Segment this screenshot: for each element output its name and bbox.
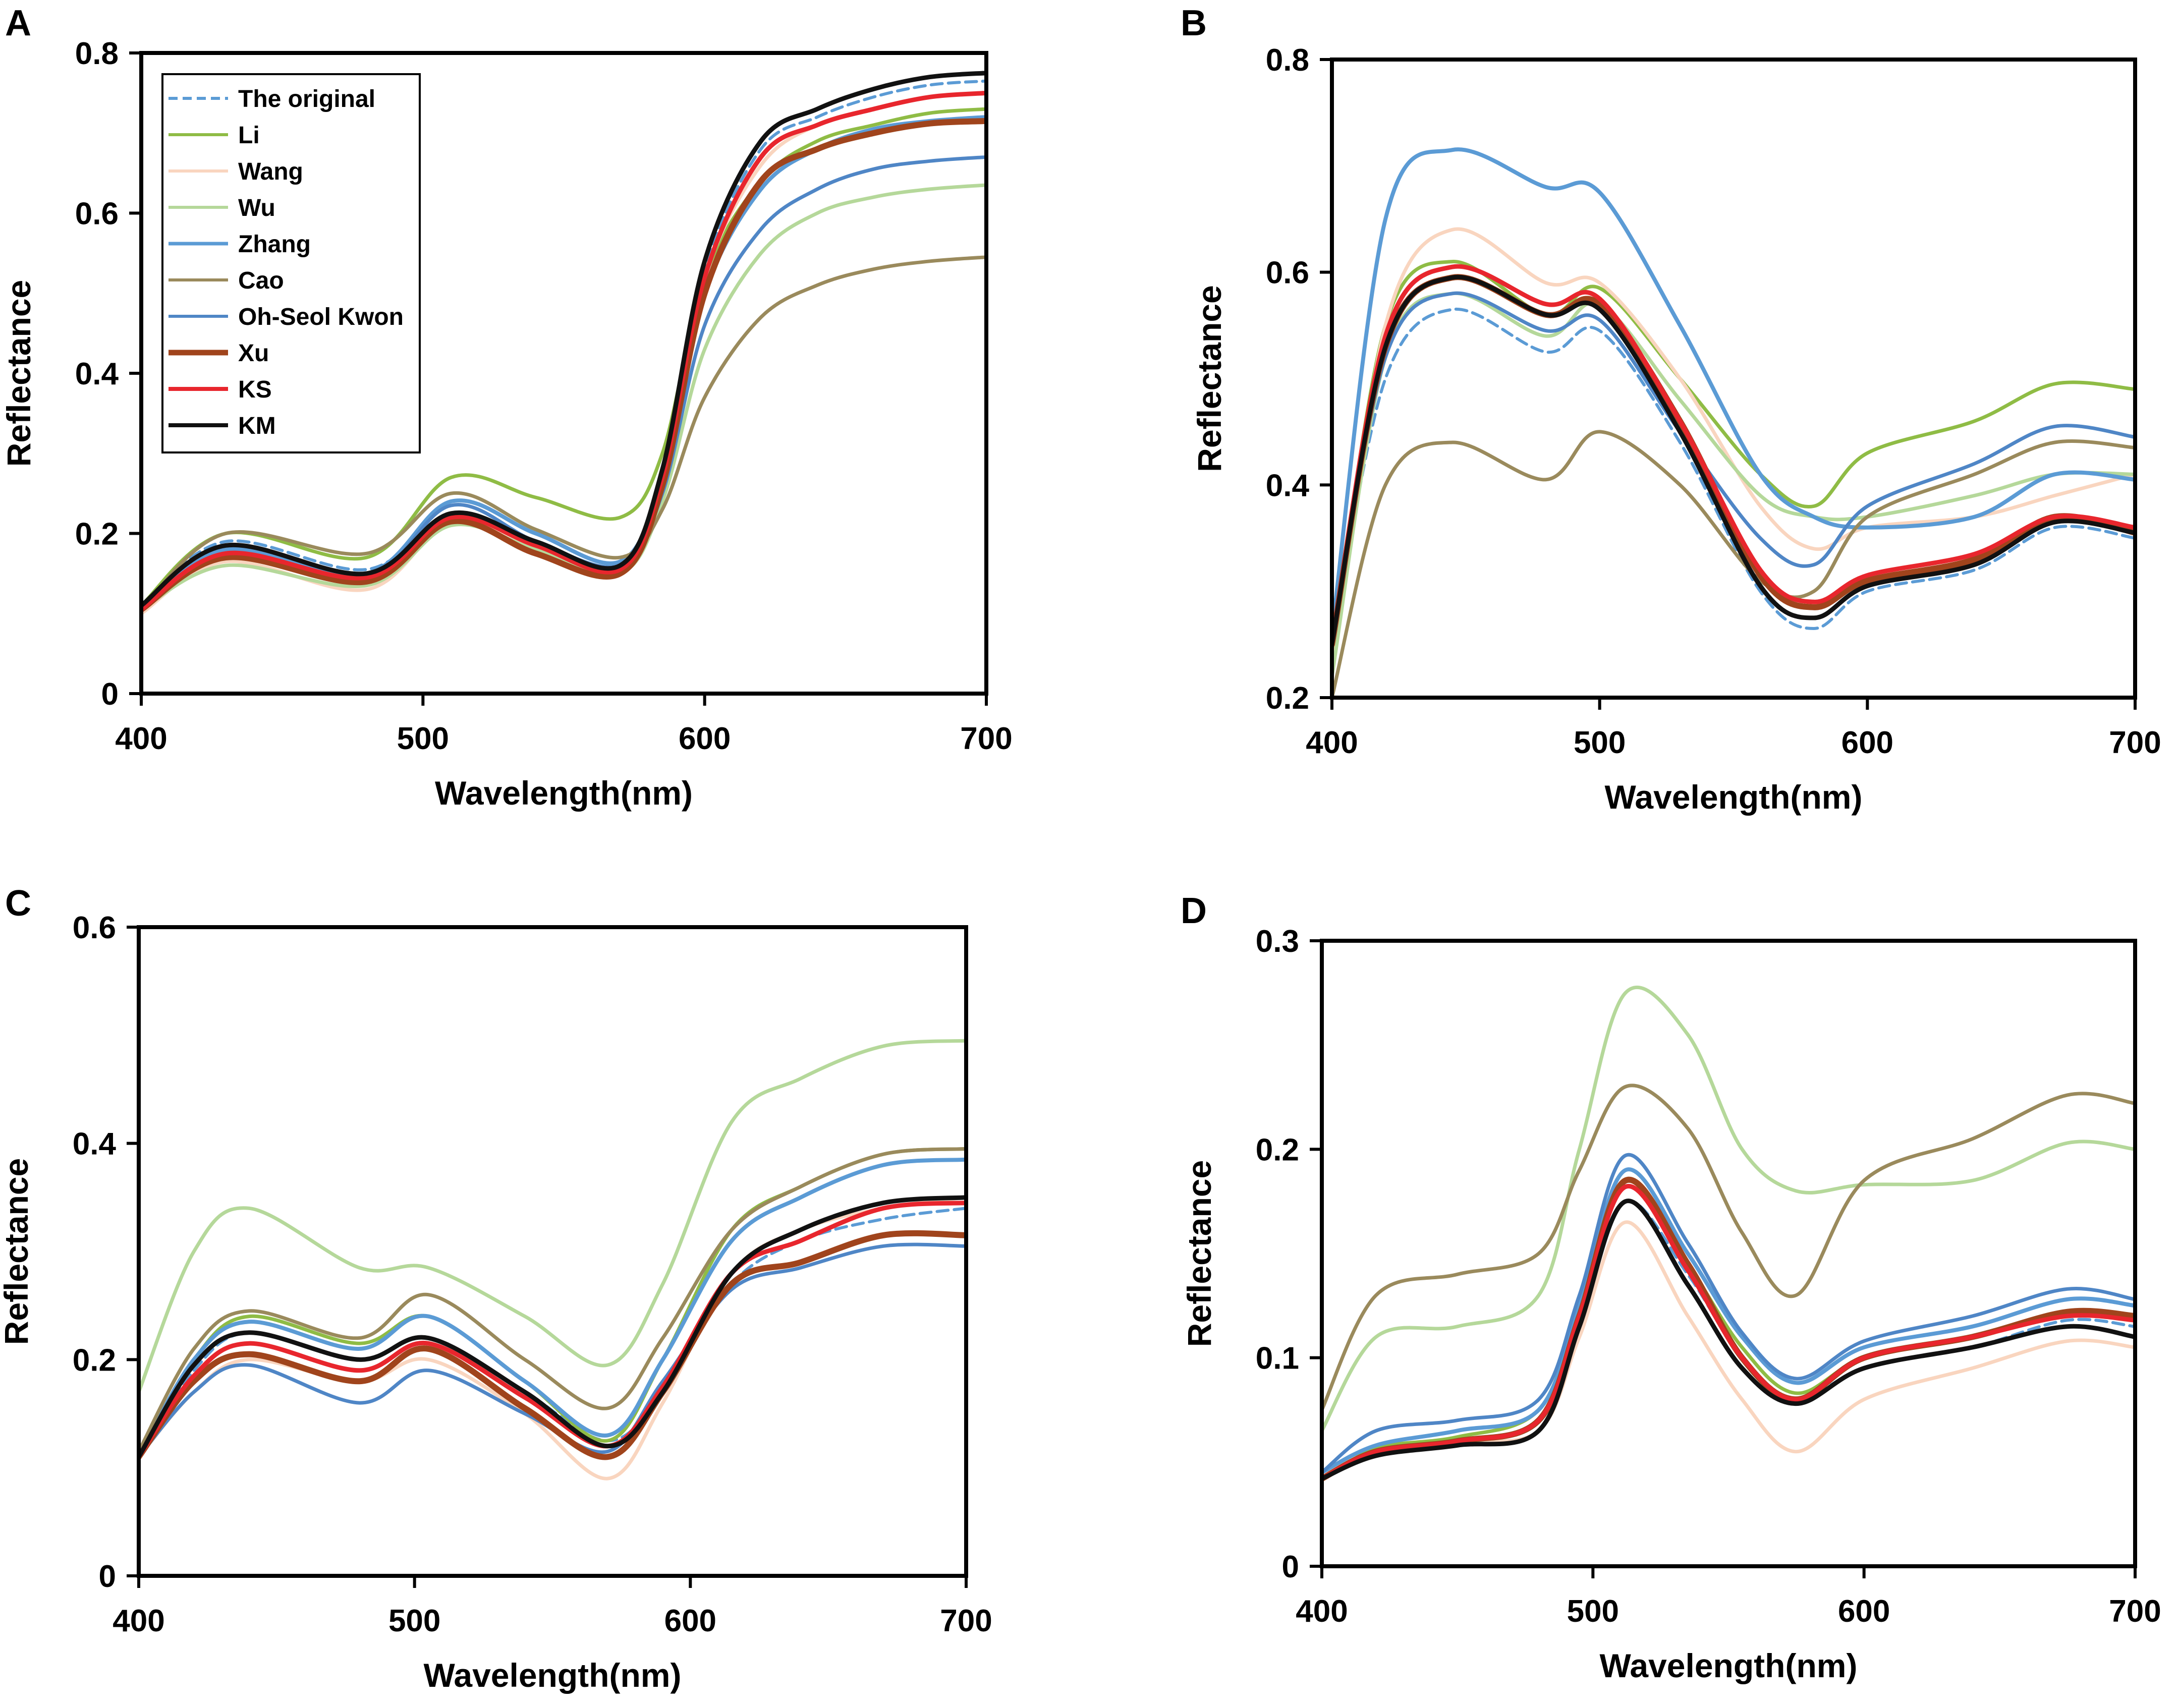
y-tick-label-d-0-3: 0.3 [1256,924,1299,959]
y-tick-label-a-0-2: 0.2 [75,517,119,552]
series-group-a [141,71,986,615]
y-tick-label-c-0: 0 [99,1559,116,1594]
panel-label-a: A [5,3,31,43]
x-axis-title-d: Wavelength(nm) [1600,1647,1858,1684]
x-tick-label-d-600: 600 [1838,1594,1890,1629]
legend-label-km: KM [238,413,276,439]
series-line-c-km [139,1195,966,1459]
series-line-b-cao [1332,430,2135,698]
y-axis-title-d: Reflectance [1181,1160,1218,1347]
series-group-c [139,1039,966,1481]
chart-panel-b: B 400 500 600 700 0.2 0.4 0.6 0.8 Wavelength(nm) R… [1181,3,2161,816]
series-group-b [1332,147,2135,698]
y-tick-label-b-0-2: 0.2 [1266,681,1309,716]
x-tick-label-b-700: 700 [2109,725,2161,760]
y-axis-title-c: Reflectance [0,1158,35,1345]
y-tick-label-a-0: 0 [101,677,119,712]
series-line-d-km [1322,1199,2135,1481]
plot-frame-c [137,925,968,1578]
y-tick-label-b-0-8: 0.8 [1266,43,1309,78]
y-axis-title-a: Reflectance [0,280,37,467]
x-tick-label-d-400: 400 [1296,1594,1348,1629]
series-line-d-ks [1322,1184,2135,1481]
series-group-d [1322,985,2135,1482]
y-tick-label-d-0-1: 0.1 [1256,1341,1299,1376]
x-tick-label-b-500: 500 [1574,725,1626,760]
y-tick-label-a-0-4: 0.4 [75,357,119,391]
legend-label-wu: Wu [238,195,275,221]
y-tick-label-a-0-8: 0.8 [75,36,119,71]
x-tick-label-a-400: 400 [115,721,167,756]
x-tick-label-d-500: 500 [1567,1594,1619,1629]
legend-label-oh-seol-kwon: Oh-Seol Kwon [238,304,404,330]
series-line-b-km [1332,274,2135,647]
series-line-d-oh-seol-kwon [1322,1153,2135,1474]
legend-box-a [161,73,421,453]
x-tick-label-b-600: 600 [1841,725,1893,760]
y-tick-label-d-0-2: 0.2 [1256,1132,1299,1167]
y-axis-title-b: Reflectance [1191,285,1228,472]
series-line-d-zhang [1322,1167,2135,1474]
panel-label-b: B [1181,3,1207,43]
series-line-c-zhang [139,1157,966,1459]
series-line-c-cao [139,1147,966,1453]
legend-label-wang: Wang [238,158,303,185]
x-tick-label-a-600: 600 [679,721,731,756]
x-axis-title-c: Wavelength(nm) [424,1657,682,1694]
x-tick-label-b-400: 400 [1306,725,1358,760]
series-line-b-the-original [1332,307,2135,646]
y-tick-label-d-0: 0 [1282,1550,1299,1584]
x-tick-label-c-500: 500 [388,1604,440,1638]
series-line-b-zhang [1332,147,2135,636]
x-tick-label-c-700: 700 [940,1604,992,1638]
series-line-b-ks [1332,264,2135,647]
x-tick-label-a-700: 700 [960,721,1012,756]
y-tick-label-c-0-4: 0.4 [73,1127,117,1162]
plot-frame-d [1320,939,2137,1568]
series-line-c-wu [139,1039,966,1394]
plot-frame-b [1330,58,2137,700]
legend-label-ks: KS [238,376,272,403]
series-line-a-li [141,107,986,607]
chart-panel-c: C 400 500 600 700 0 0.2 0.4 0.6 Wavelength(nm) Ref… [0,883,992,1694]
x-tick-label-d-700: 700 [2109,1594,2161,1629]
y-tick-label-c-0-2: 0.2 [73,1343,116,1378]
chart-panel-a: A 400 500 600 700 0 0.2 0.4 0.6 0.8 Wavelength(nm)… [0,3,1013,812]
series-line-a-km [141,71,986,608]
series-line-d-cao [1322,1084,2135,1412]
panel-label-c: C [5,883,31,924]
y-tick-label-b-0-4: 0.4 [1266,468,1310,503]
x-axis-title-a: Wavelength(nm) [435,774,693,812]
legend-label-the-original: The original [238,86,375,112]
legend-label-cao: Cao [238,267,284,294]
panels-layer: A 400 500 600 700 0 0.2 0.4 0.6 0.8 Wavelength(nm)… [0,3,2161,1694]
chart-panel-d: D 400 500 600 700 0 0.1 0.2 0.3 Wavelength(nm) Ref… [1181,891,2161,1684]
panel-label-d: D [1181,891,1207,931]
y-tick-label-a-0-6: 0.6 [75,197,119,232]
x-tick-label-c-600: 600 [664,1604,716,1638]
x-tick-label-c-400: 400 [113,1604,164,1638]
legend-label-zhang: Zhang [238,231,311,258]
x-axis-title-b: Wavelength(nm) [1605,778,1863,816]
series-line-c-xu [139,1230,966,1460]
y-tick-label-b-0-6: 0.6 [1266,256,1309,291]
series-line-c-ks [139,1201,966,1459]
legend-label-xu: Xu [238,340,269,367]
series-line-d-wu [1322,985,2135,1433]
legend-label-li: Li [238,122,260,149]
y-tick-label-c-0-6: 0.6 [73,910,116,945]
x-tick-label-a-500: 500 [397,721,449,756]
legend-a: The original Li Wang Wu Zhang Cao Oh-Seol Kwon… [161,73,421,453]
